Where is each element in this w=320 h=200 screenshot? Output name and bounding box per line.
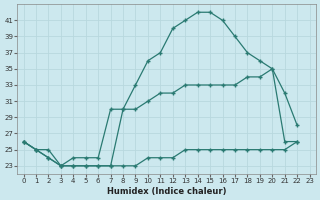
X-axis label: Humidex (Indice chaleur): Humidex (Indice chaleur) bbox=[107, 187, 226, 196]
